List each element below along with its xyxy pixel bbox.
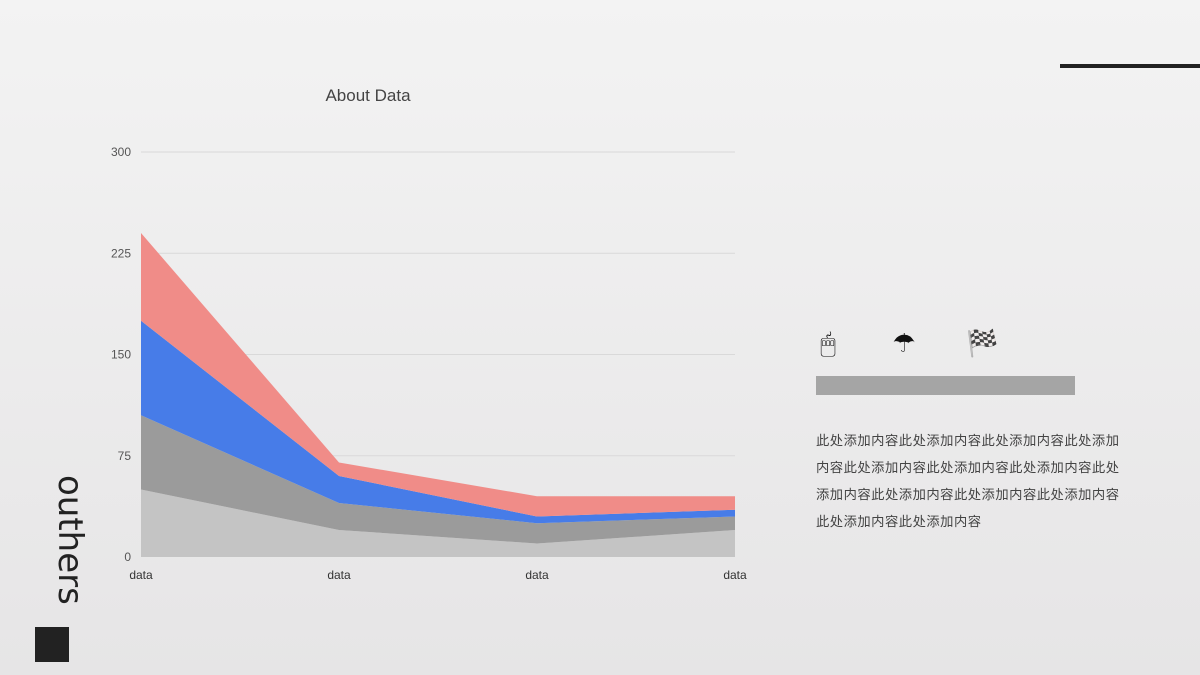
mouse-icon: 🖱 (820, 328, 836, 358)
checkered-flag-icon: 🏁 (966, 328, 999, 358)
area-series-3 (141, 320, 735, 524)
area-series-2 (141, 415, 735, 544)
x-tick-label: data (129, 568, 153, 582)
y-tick-label: 150 (111, 348, 131, 362)
x-tick-label: data (327, 568, 351, 582)
gray-bar (816, 376, 1075, 395)
body-text: 此处添加内容此处添加内容此处添加内容此处添加内容此处添加内容此处添加内容此处添加… (816, 434, 1120, 530)
y-tick-label: 300 (111, 145, 131, 159)
x-tick-label: data (723, 568, 747, 582)
area-chart: 0 75 150 225 300 data data data data (111, 145, 747, 582)
umbrella-icon: ☂ (892, 328, 916, 358)
y-tick-label: 75 (118, 449, 132, 463)
y-tick-label: 225 (111, 246, 131, 260)
y-tick-label: 0 (124, 550, 131, 564)
area-series-4 (141, 233, 735, 517)
decorative-square (35, 627, 69, 662)
decorative-line (1060, 64, 1200, 68)
chart-title: About Data (325, 86, 411, 105)
x-tick-label: data (525, 568, 549, 582)
